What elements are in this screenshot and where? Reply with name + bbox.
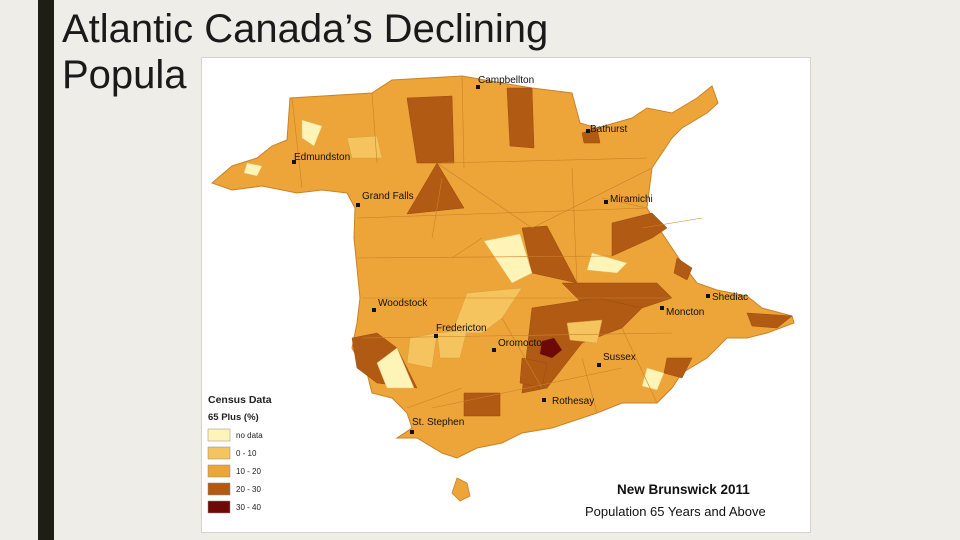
slide-accent-bar (38, 0, 54, 540)
map-subtitle: Population 65 Years and Above (585, 504, 766, 519)
city-label-fredericton: Fredericton (436, 323, 487, 334)
city-marker-sussex (597, 363, 601, 367)
island-grand-manan (451, 477, 471, 502)
legend-swatch-20-30 (207, 482, 231, 496)
city-label-shediac: Shediac (712, 292, 748, 303)
legend-label-no-data: no data (236, 431, 263, 440)
city-label-sussex: Sussex (603, 352, 636, 363)
city-label-grand-falls: Grand Falls (362, 191, 414, 202)
legend-label-30-40: 30 - 40 (236, 503, 261, 512)
legend-swatch-10-20 (207, 464, 231, 478)
city-label-rothesay: Rothesay (552, 396, 594, 407)
new-brunswick-map: Campbellton Bathurst Edmundston Grand Fa… (207, 75, 795, 519)
legend-label-10-20: 10 - 20 (236, 467, 261, 476)
region-0-10 (346, 135, 603, 369)
legend-subtitle: 65 Plus (%) (208, 412, 259, 423)
city-label-edmundston: Edmundston (294, 152, 350, 163)
map-image: Campbellton Bathurst Edmundston Grand Fa… (201, 57, 811, 533)
city-label-moncton: Moncton (666, 307, 704, 318)
city-marker-woodstock (372, 308, 376, 312)
city-marker-rothesay (542, 398, 546, 402)
city-marker-bathurst (586, 129, 590, 133)
map-title: New Brunswick 2011 (617, 482, 750, 497)
city-marker-shediac (706, 294, 710, 298)
city-label-campbellton: Campbellton (478, 75, 534, 86)
city-marker-campbellton (476, 85, 480, 89)
legend-title: Census Data (208, 394, 272, 406)
region-boundaries (291, 75, 703, 414)
city-marker-miramichi (604, 200, 608, 204)
city-label-woodstock: Woodstock (378, 298, 428, 309)
legend-label-0-10: 0 - 10 (236, 449, 257, 458)
map-legend: Census Data 65 Plus (%) no data 0 - 10 1… (207, 394, 272, 514)
city-marker-moncton (660, 306, 664, 310)
city-marker-fredericton (434, 334, 438, 338)
region-no-data (243, 119, 665, 391)
region-20-30 (351, 87, 793, 417)
city-marker-st-stephen (410, 430, 414, 434)
legend-swatch-0-10 (207, 446, 231, 460)
city-label-st-stephen: St. Stephen (412, 417, 464, 428)
city-marker-edmundston (292, 160, 296, 164)
city-label-miramichi: Miramichi (610, 194, 653, 205)
city-marker-grand-falls (356, 203, 360, 207)
region-30-40 (540, 338, 562, 358)
city-label-oromocto: Oromocto (498, 338, 542, 349)
city-label-bathurst: Bathurst (590, 124, 627, 135)
legend-label-20-30: 20 - 30 (236, 485, 261, 494)
slide-title: Atlantic Canada’s Declining Popula (62, 7, 549, 97)
city-labels: Campbellton Bathurst Edmundston Grand Fa… (292, 75, 748, 434)
legend-swatch-30-40 (207, 500, 231, 514)
city-marker-oromocto (492, 348, 496, 352)
legend-swatch-no-data (207, 428, 231, 442)
